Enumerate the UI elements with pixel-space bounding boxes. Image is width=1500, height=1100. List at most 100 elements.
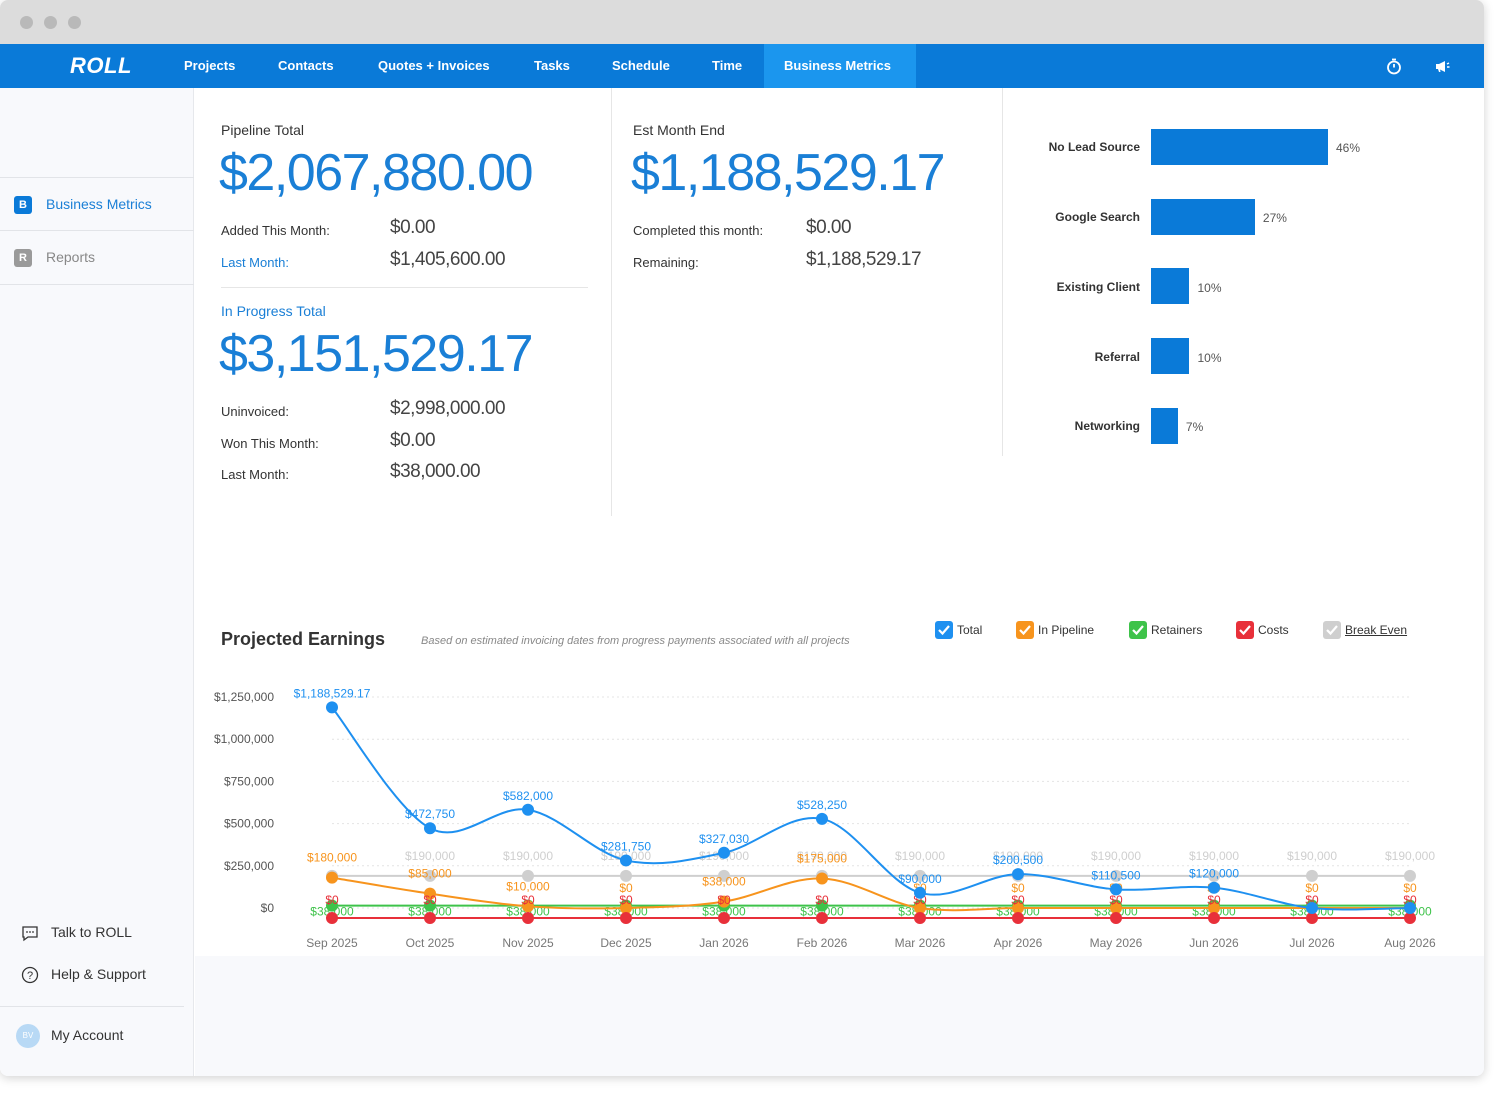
x-tick-label: Feb 2026	[797, 936, 848, 950]
nav-schedule[interactable]: Schedule	[612, 58, 670, 73]
data-label-total: $582,000	[503, 789, 553, 803]
window-zoom-dot[interactable]	[68, 16, 81, 29]
point-in-pipeline	[522, 900, 534, 913]
lead-bar-networking[interactable]	[1151, 408, 1178, 444]
pipeline-total-label: Pipeline Total	[221, 122, 305, 138]
nav-contacts[interactable]: Contacts	[278, 58, 334, 73]
in-progress-total-link[interactable]: In Progress Total	[221, 303, 326, 319]
point-retainers	[816, 899, 828, 912]
window-titlebar	[0, 0, 1484, 44]
data-label-in-pipeline: $175,000	[797, 851, 847, 865]
point-total	[1110, 883, 1122, 896]
my-account-label: My Account	[51, 1027, 124, 1043]
pipeline-total-value: $2,067,880.00	[219, 144, 534, 202]
stopwatch-icon[interactable]	[1383, 55, 1405, 77]
data-label-break-even: $190,000	[405, 849, 455, 863]
point-break-even	[718, 869, 730, 882]
point-in-pipeline	[1110, 902, 1122, 914]
y-tick-label: $500,000	[224, 817, 274, 831]
help-icon: ?	[20, 965, 40, 985]
data-label-in-pipeline: $0	[1305, 881, 1319, 895]
uninvoiced-label: Uninvoiced:	[221, 404, 289, 419]
x-tick-label: Apr 2026	[994, 936, 1043, 950]
nav-quotes-invoices[interactable]: Quotes + Invoices	[378, 58, 490, 73]
point-in-pipeline	[718, 895, 730, 908]
data-label-in-pipeline: $38,000	[702, 875, 746, 889]
nav-projects[interactable]: Projects	[184, 58, 236, 73]
lead-pct-networking: 7%	[1185, 420, 1204, 434]
lead-bar-referral[interactable]	[1151, 338, 1190, 374]
sidebar-item-label: Reports	[46, 249, 96, 265]
pipeline-last-month-link[interactable]: Last Month:	[221, 255, 289, 270]
nav-time[interactable]: Time	[712, 58, 743, 73]
y-tick-label: $1,250,000	[214, 690, 274, 704]
announcement-icon[interactable]	[1431, 55, 1453, 77]
lead-bar-google-search[interactable]	[1151, 199, 1255, 235]
point-in-pipeline	[816, 872, 828, 885]
y-tick-label: $1,000,000	[214, 732, 274, 746]
data-label-total: $120,000	[1189, 867, 1239, 881]
chat-icon	[20, 923, 40, 943]
data-label-break-even: $190,000	[1385, 849, 1435, 863]
nav-tasks[interactable]: Tasks	[534, 58, 570, 73]
checkbox-break-even[interactable]	[1323, 621, 1341, 639]
y-tick-label: $250,000	[224, 859, 274, 873]
point-costs	[620, 912, 632, 924]
window-minimize-dot[interactable]	[44, 16, 57, 29]
point-total	[1306, 902, 1318, 914]
legend-break-even-label[interactable]: Break Even	[1345, 623, 1408, 637]
projected-earnings-chart: $0 $250,000 $500,000 $750,000 $1,000,000 $1,2…	[214, 686, 1436, 950]
uninvoiced-value: $2,998,000.00	[390, 398, 506, 419]
roll-logo[interactable]: ROLL	[70, 53, 132, 78]
lead-bar-existing-client[interactable]	[1151, 268, 1190, 304]
checkbox-retainers[interactable]	[1129, 621, 1147, 639]
x-tick-label: Mar 2026	[895, 936, 946, 950]
x-tick-label: Dec 2025	[600, 936, 652, 950]
point-total	[326, 701, 338, 714]
checkbox-total[interactable]	[935, 621, 953, 639]
data-label-costs: $0	[521, 893, 535, 907]
lead-bar-no-lead-source[interactable]	[1151, 129, 1328, 165]
lead-pct-google-search: 27%	[1262, 211, 1287, 225]
added-this-month-value: $0.00	[390, 217, 436, 238]
point-break-even	[1110, 869, 1122, 882]
point-break-even	[914, 869, 926, 882]
data-label-break-even: $190,000	[797, 849, 847, 863]
point-in-pipeline	[1012, 902, 1024, 914]
nav-business-metrics[interactable]: Business Metrics	[764, 44, 916, 88]
help-support-label: Help & Support	[51, 966, 146, 982]
data-label-retainers: $38,000	[800, 905, 844, 919]
point-costs	[1012, 912, 1024, 924]
data-label-costs: $0	[325, 893, 339, 907]
checkbox-costs[interactable]	[1236, 621, 1254, 639]
business-metrics-badge: B	[14, 196, 32, 214]
data-label-break-even: $190,000	[1091, 849, 1141, 863]
point-costs	[1306, 912, 1318, 924]
legend-total-label: Total	[957, 623, 983, 637]
point-costs	[1404, 912, 1416, 924]
in-progress-last-month-label: Last Month:	[221, 467, 289, 482]
point-retainers	[326, 899, 338, 912]
est-month-end-value: $1,188,529.17	[631, 144, 946, 202]
window-close-dot[interactable]	[20, 16, 33, 29]
est-month-end-label: Est Month End	[633, 122, 725, 138]
lead-label-no-lead-source: No Lead Source	[1048, 140, 1140, 154]
data-label-in-pipeline: $180,000	[307, 851, 357, 865]
in-progress-total-value: $3,151,529.17	[219, 325, 534, 383]
reports-badge: R	[14, 249, 32, 267]
remaining-value: $1,188,529.17	[806, 249, 922, 270]
checkbox-in-pipeline[interactable]	[1016, 621, 1034, 639]
sidebar: B Business Metrics R Reports Talk to ROL…	[0, 88, 194, 1076]
data-label-in-pipeline: $85,000	[408, 867, 452, 881]
talk-to-roll-label: Talk to ROLL	[51, 924, 132, 940]
lead-label-referral: Referral	[1094, 350, 1140, 364]
sidebar-item-reports[interactable]: R Reports	[0, 231, 194, 285]
data-label-retainers: $38,000	[702, 905, 746, 919]
sidebar-item-business-metrics[interactable]: B Business Metrics	[0, 177, 194, 231]
y-tick-label: $750,000	[224, 774, 274, 788]
data-label-total: $327,030	[699, 832, 749, 846]
point-costs	[914, 912, 926, 924]
x-tick-label: Jul 2026	[1289, 936, 1335, 950]
avatar: BV	[16, 1024, 40, 1048]
x-tick-label: Jan 2026	[699, 936, 749, 950]
